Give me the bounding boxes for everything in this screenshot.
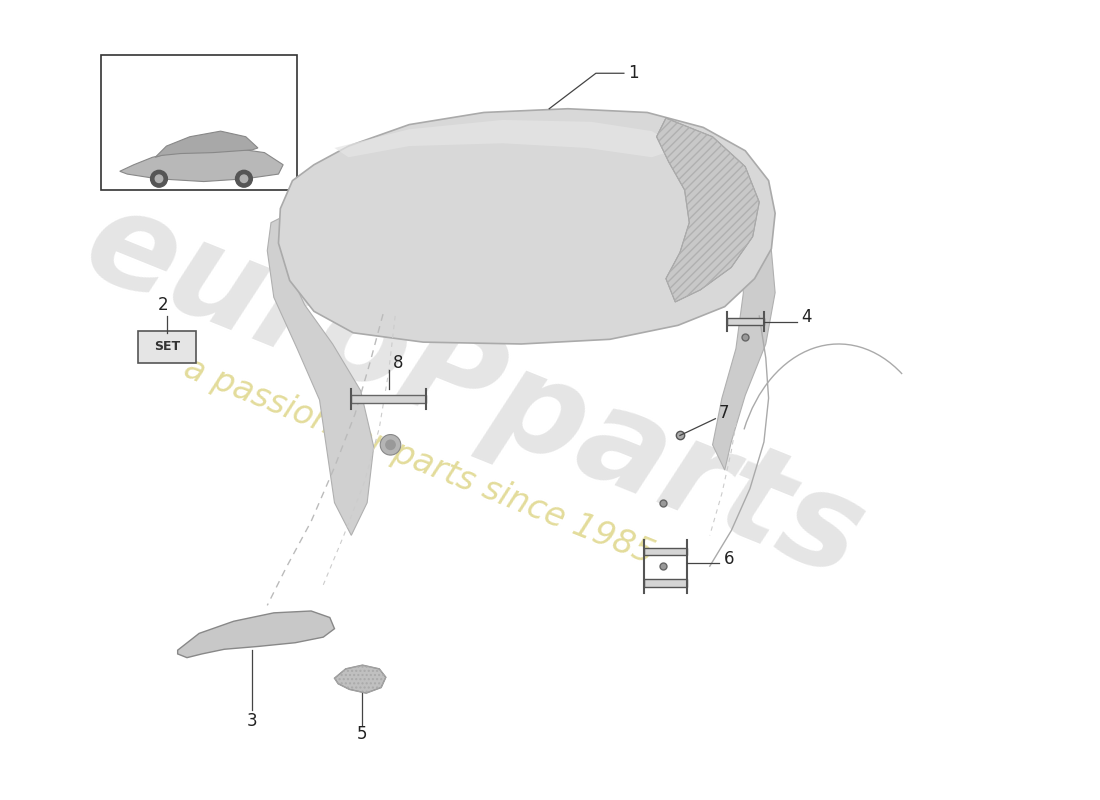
Polygon shape xyxy=(267,218,374,535)
Polygon shape xyxy=(278,109,776,344)
Polygon shape xyxy=(713,210,776,470)
Polygon shape xyxy=(155,131,257,158)
Text: 1: 1 xyxy=(628,64,639,82)
Text: euroPparts: euroPparts xyxy=(67,177,881,604)
Text: 4: 4 xyxy=(801,308,812,326)
Polygon shape xyxy=(334,665,386,693)
Polygon shape xyxy=(334,120,680,158)
Text: 7: 7 xyxy=(719,404,729,422)
Polygon shape xyxy=(657,118,759,302)
Circle shape xyxy=(386,440,395,450)
Polygon shape xyxy=(645,579,688,586)
Circle shape xyxy=(381,434,400,455)
Polygon shape xyxy=(727,318,763,326)
Text: 2: 2 xyxy=(157,296,168,314)
Text: a passion for parts since 1985: a passion for parts since 1985 xyxy=(178,351,659,570)
Text: 3: 3 xyxy=(248,712,257,730)
Circle shape xyxy=(235,170,252,187)
Circle shape xyxy=(240,175,248,182)
Polygon shape xyxy=(351,395,426,403)
FancyBboxPatch shape xyxy=(139,331,196,362)
Polygon shape xyxy=(645,547,688,555)
Text: 5: 5 xyxy=(358,726,367,743)
Text: 8: 8 xyxy=(394,354,404,372)
Circle shape xyxy=(151,170,167,187)
Polygon shape xyxy=(178,611,334,658)
Text: 6: 6 xyxy=(724,550,735,568)
Circle shape xyxy=(155,175,163,182)
FancyBboxPatch shape xyxy=(101,54,297,190)
Polygon shape xyxy=(120,148,283,182)
Text: SET: SET xyxy=(154,340,180,354)
